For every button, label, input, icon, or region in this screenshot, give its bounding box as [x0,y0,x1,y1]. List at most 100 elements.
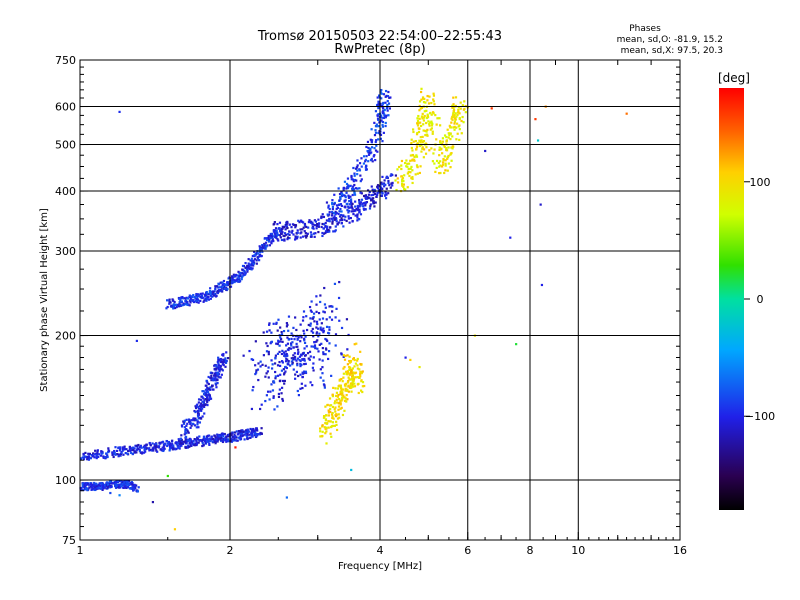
data-point [115,485,118,488]
data-point [349,200,353,203]
data-point [418,104,421,108]
data-point [285,225,288,228]
data-point [130,483,134,486]
data-point [419,141,422,144]
data-point [380,191,383,194]
data-point [86,458,89,461]
data-point [263,247,266,250]
data-point [186,303,190,307]
data-point [217,286,220,289]
data-point [299,219,303,223]
data-point [89,457,93,460]
data-point [317,224,320,227]
data-point [197,409,200,413]
data-point [327,213,331,216]
data-point [419,136,422,139]
data-point [285,325,289,328]
data-point [445,140,448,143]
data-point [259,246,262,249]
data-point [313,235,316,238]
data-point [351,193,354,197]
data-point [246,428,249,431]
data-point [192,439,195,443]
data-point [303,224,307,227]
data-point [323,386,326,389]
data-point [134,487,137,490]
data-point [243,269,246,273]
data-point [94,452,97,455]
data-point [217,435,220,438]
data-point [343,180,347,183]
data-point [354,214,357,217]
data-point [371,188,374,191]
data-point [338,192,342,196]
data-point [322,416,326,419]
data-point [435,159,439,163]
data-point [201,442,204,445]
data-point [338,199,341,202]
data-point [348,372,351,375]
data-point [280,331,283,334]
data-point [328,207,331,211]
data-point [344,354,347,358]
data-point [262,354,265,357]
data-point [247,262,250,265]
data-point [253,254,256,257]
data-point [358,200,361,203]
data-point [270,359,273,362]
data-point [359,375,362,378]
data-point [312,369,315,372]
data-point [324,432,327,435]
data-point [412,140,415,143]
data-point [294,235,297,238]
data-point [351,381,354,384]
data-point [270,232,274,235]
data-point [296,389,299,393]
data-point [439,124,442,127]
data-point [352,166,355,170]
data-point [227,282,231,285]
data-point [318,332,321,335]
data-point [311,221,314,224]
data-point [353,365,356,368]
data-point [346,177,350,180]
data-point [118,110,121,113]
data-point [106,482,109,485]
data-point [340,204,343,207]
data-point [332,417,335,420]
data-point [389,174,392,177]
data-point [285,233,288,236]
data-point [118,449,121,452]
data-point [357,208,360,212]
data-point [214,285,217,288]
data-point [408,174,411,178]
data-point [425,116,429,120]
data-point [380,188,383,191]
data-point [213,368,216,371]
data-point [490,107,493,110]
data-point [285,357,288,360]
data-point [147,447,150,450]
data-point [384,121,387,125]
data-point [400,164,403,167]
data-point [449,126,453,129]
data-point [239,274,242,277]
data-point [376,191,379,195]
data-point [262,331,265,334]
data-point [122,453,125,456]
data-point [412,158,415,162]
data-point [426,134,429,137]
data-point [193,296,196,299]
data-point [276,329,279,332]
data-point [189,298,192,301]
data-point [350,187,354,190]
data-point [384,124,387,128]
data-point [202,300,205,303]
data-point [231,435,235,438]
data-point [312,312,316,315]
data-point [303,357,306,361]
data-point [293,338,296,341]
data-point [335,423,338,427]
data-point [267,353,270,356]
data-point [337,187,340,190]
